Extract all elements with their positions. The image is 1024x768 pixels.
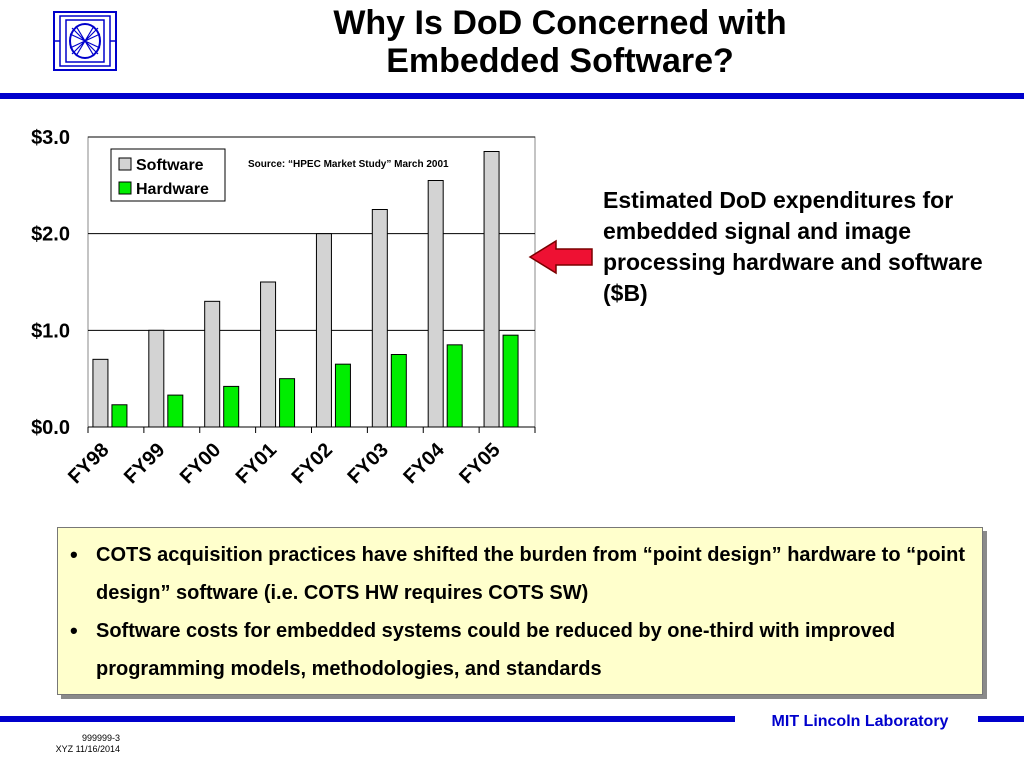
x-tick-label: FY98 <box>64 439 113 488</box>
y-tick-label: $2.0 <box>31 224 70 246</box>
bar-software <box>260 281 277 428</box>
lab-name: MIT Lincoln Laboratory <box>771 713 949 730</box>
note-item: • COTS acquisition practices have shifte… <box>58 536 982 612</box>
slide-date: XYZ 11/16/2014 <box>55 744 120 754</box>
legend-label: Hardware <box>136 181 209 198</box>
page-title: Why Is DoD Concerned with Embedded Softw… <box>180 4 940 80</box>
notes-box: • COTS acquisition practices have shifte… <box>57 527 983 695</box>
source-annotation: Source: “HPEC Market Study” March 2001 <box>248 159 449 170</box>
bar-hardware <box>223 385 240 428</box>
left-arrow-icon <box>528 239 593 275</box>
bar-hardware <box>446 344 463 428</box>
bar-software <box>148 329 165 428</box>
x-tick-label: FY99 <box>120 439 169 488</box>
header-divider <box>0 93 1024 99</box>
bar-hardware <box>279 378 296 428</box>
y-tick-label: $0.0 <box>31 417 70 439</box>
y-tick-label: $1.0 <box>31 320 70 342</box>
bar-software <box>427 180 444 428</box>
legend-swatch <box>118 181 132 195</box>
x-tick-label: FY01 <box>232 439 281 488</box>
bullet-glyph: • <box>70 618 78 643</box>
bar-hardware <box>334 363 351 428</box>
legend-label: Software <box>136 157 204 174</box>
footer-divider-end <box>978 716 1024 722</box>
legend-swatch <box>118 157 132 171</box>
title-line-1: Why Is DoD Concerned with <box>333 4 787 42</box>
mit-ll-logo-icon <box>53 11 117 71</box>
title-line-2: Embedded Software? <box>386 42 734 80</box>
x-tick-label: FY02 <box>288 439 337 488</box>
slide-code: 999999-3 <box>81 733 120 743</box>
bar-hardware <box>111 404 128 428</box>
bar-hardware <box>167 394 184 428</box>
bar-software <box>204 300 221 428</box>
chart-description: Estimated DoD expenditures for embedded … <box>603 187 983 306</box>
bar-hardware <box>502 334 519 428</box>
note-text: Software costs for embedded systems coul… <box>96 620 896 680</box>
bar-software <box>92 358 109 428</box>
bar-software <box>483 151 500 428</box>
slide-footer: 999999-3 XYZ 11/16/2014 <box>40 733 120 755</box>
x-tick-label: FY03 <box>343 439 392 488</box>
expenditure-bar-chart: $0.0 $1.0 $2.0 $3.0 FY98 FY99 FY00 FY01 FY02 FY03… <box>31 127 536 488</box>
note-text: COTS acquisition practices have shifted … <box>96 544 965 604</box>
note-item: • Software costs for embedded systems co… <box>58 612 982 688</box>
x-tick-label: FY05 <box>455 439 504 488</box>
x-tick-label: FY00 <box>176 439 225 488</box>
bar-hardware <box>390 354 407 428</box>
y-tick-label: $3.0 <box>31 127 70 149</box>
footer-divider <box>0 716 735 722</box>
bar-software <box>371 209 388 428</box>
x-tick-label: FY04 <box>399 438 449 488</box>
bullet-glyph: • <box>70 542 78 567</box>
bar-software <box>315 233 332 428</box>
